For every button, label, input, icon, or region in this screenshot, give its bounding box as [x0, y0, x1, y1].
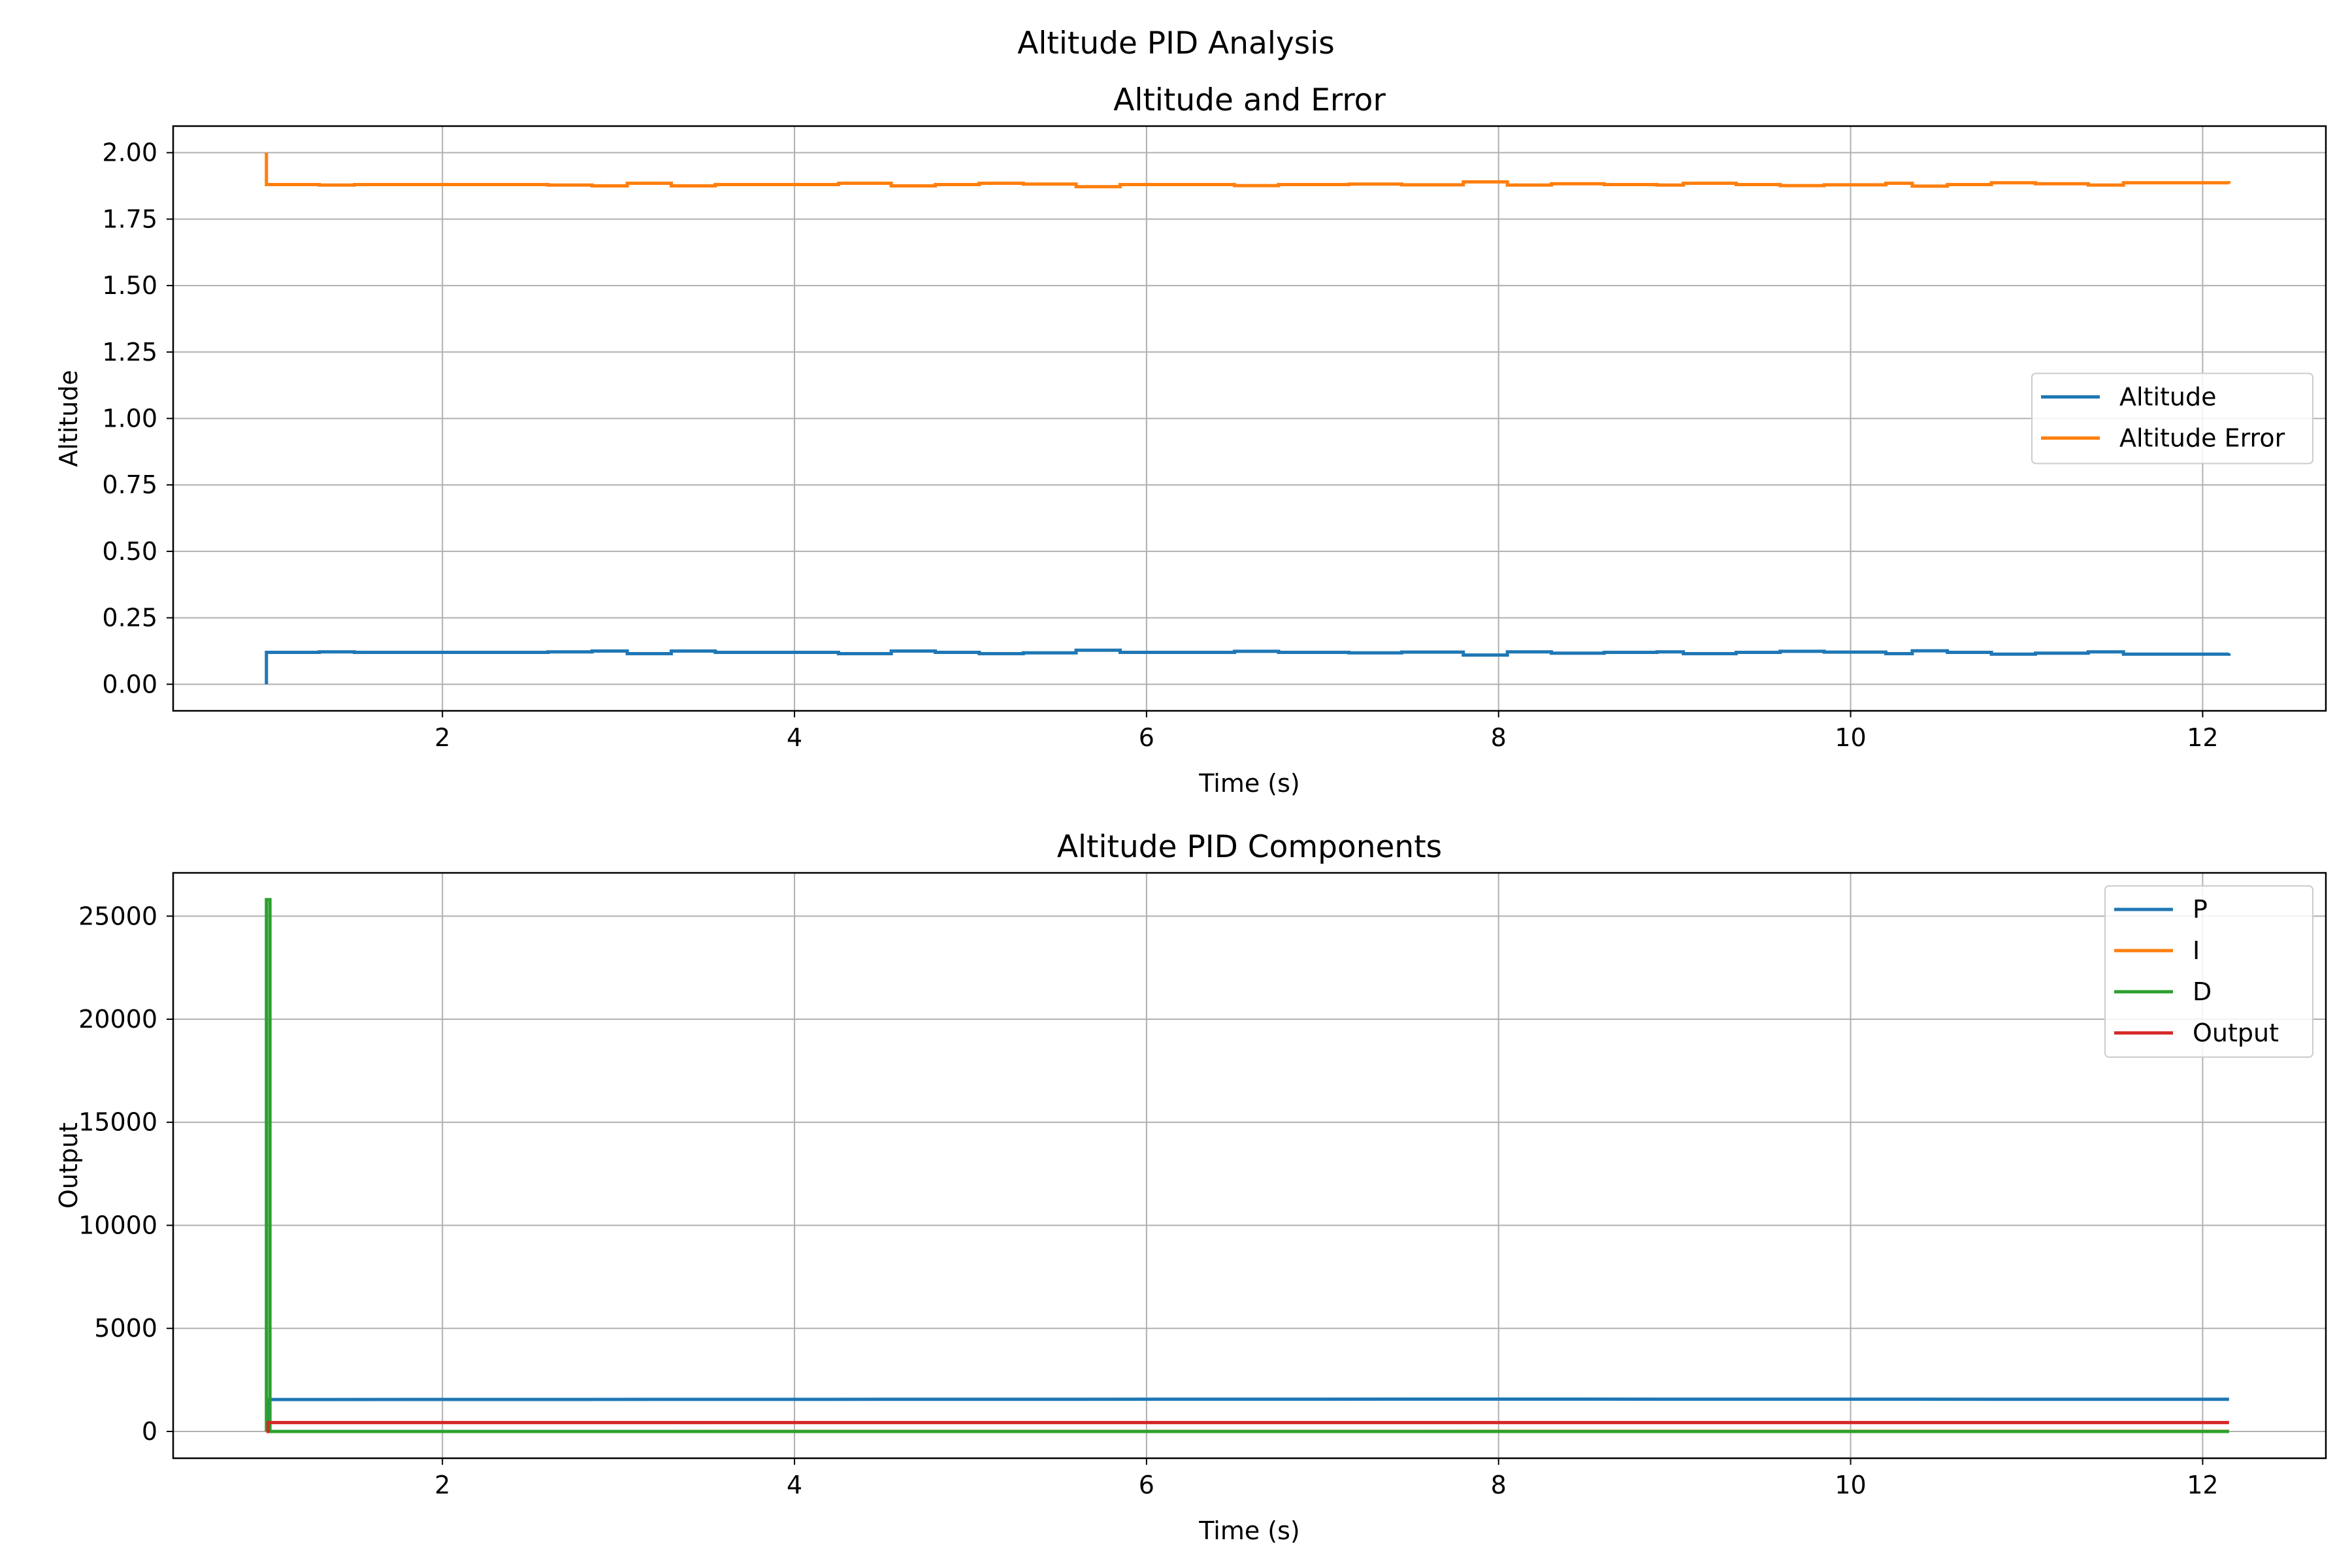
x-tick-label: 8	[1491, 1471, 1507, 1499]
series-line-altitude	[265, 648, 2231, 685]
legend-frame	[2031, 372, 2313, 465]
y-tick-label: 1.50	[102, 271, 157, 300]
legend-label: Output	[2193, 1019, 2279, 1047]
y-tick-label: 25000	[78, 902, 157, 930]
y-tick-label: 15000	[78, 1108, 157, 1137]
legend-item-altitude: Altitude	[2041, 383, 2217, 412]
y-tick-label: 20000	[78, 1005, 157, 1034]
y-tick-label: 0.50	[102, 537, 157, 566]
x-axis-label: Time (s)	[1198, 1516, 1300, 1545]
legend-label: I	[2193, 936, 2200, 965]
y-tick-label: 10000	[78, 1211, 157, 1239]
legend-label: Altitude Error	[2119, 424, 2285, 453]
y-tick-label: 0.00	[102, 670, 157, 698]
chart-altitude-and-error: Altitude and Error 2 4 6 8 10 12 0.00 0.25 0.50 0.…	[54, 82, 2327, 798]
legend-item-p: P	[2114, 895, 2208, 924]
x-tick-label: 10	[1835, 1471, 1866, 1499]
legend-label: P	[2193, 895, 2208, 924]
x-tick-label: 4	[787, 1471, 802, 1499]
x-tick-label: 12	[2187, 1471, 2218, 1499]
legend-item-output: Output	[2114, 1019, 2279, 1047]
axes-frame	[172, 872, 2327, 1460]
y-tick-label: 2.00	[102, 139, 157, 167]
legend: PID Output	[2104, 885, 2313, 1058]
x-tick-label: 2	[434, 723, 450, 752]
y-tick-label: 0	[142, 1417, 157, 1446]
x-tick-label: 12	[2187, 723, 2218, 752]
legend-label: Altitude	[2119, 383, 2217, 412]
series-line-d	[265, 898, 2229, 1433]
x-axis-label: Time (s)	[1198, 769, 1300, 798]
legend: Altitude Altitude Error	[2031, 372, 2313, 465]
y-tick-label: 1.75	[102, 204, 157, 233]
y-tick-label: 0.25	[102, 604, 157, 632]
x-tick-label: 8	[1491, 723, 1507, 752]
chart-title: Altitude and Error	[1113, 82, 1386, 118]
chart-title: Altitude PID Components	[1057, 829, 1442, 865]
y-axis-label: Output	[54, 1122, 83, 1209]
legend-item-i: I	[2114, 936, 2200, 965]
series-group	[265, 898, 2229, 1433]
chart-pid-components: Altitude PID Components 2 4 6 8 10 12 0 5000 1000…	[54, 829, 2327, 1545]
x-tick-label: 4	[787, 723, 802, 752]
y-tick-label: 1.00	[102, 404, 157, 433]
y-tick-label: 0.75	[102, 470, 157, 499]
figure-suptitle: Altitude PID Analysis	[1017, 25, 1335, 61]
series-line-altitude-error	[265, 152, 2231, 189]
y-axis-label: Altitude	[54, 370, 83, 467]
series-line-output	[266, 1420, 2229, 1433]
x-tick-label: 2	[434, 1471, 450, 1499]
axes-frame	[172, 125, 2327, 712]
legend-item-d: D	[2114, 977, 2212, 1006]
legend-frame	[2104, 885, 2313, 1058]
y-tick-label: 5000	[94, 1314, 157, 1343]
legend-item-altitude-error: Altitude Error	[2041, 424, 2285, 453]
y-tick-label: 1.25	[102, 338, 157, 367]
x-tick-label: 10	[1835, 723, 1866, 752]
x-tick-label: 6	[1139, 723, 1154, 752]
legend-label: D	[2193, 977, 2212, 1006]
series-group	[265, 152, 2231, 685]
x-tick-label: 6	[1139, 1471, 1154, 1499]
